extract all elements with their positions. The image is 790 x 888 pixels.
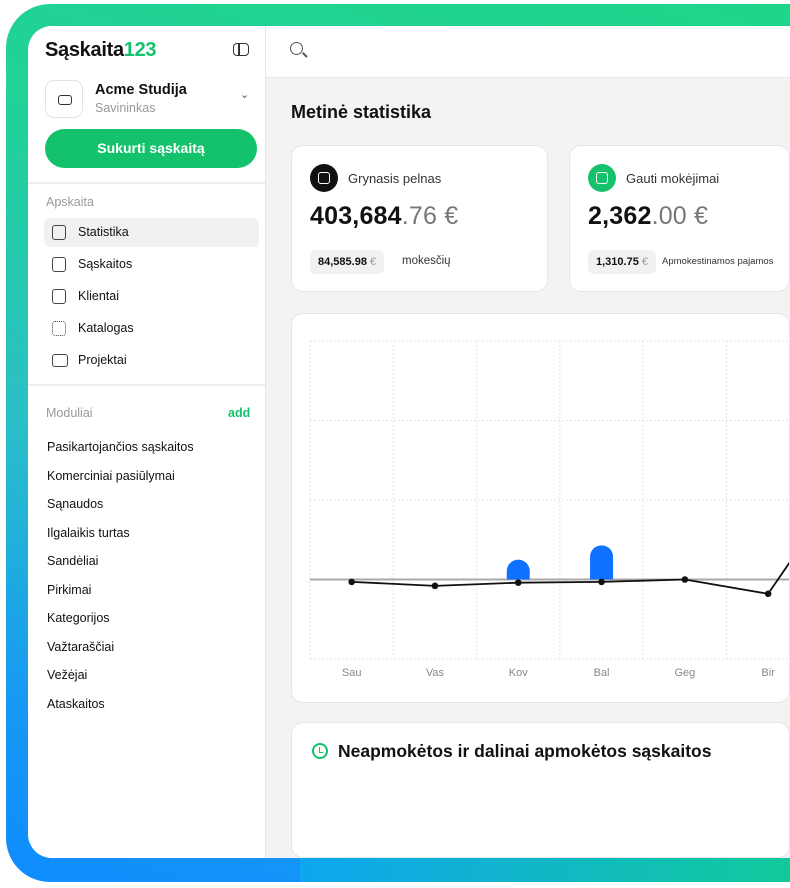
module-link[interactable]: Ataskaitos: [47, 696, 105, 711]
briefcase-icon: [58, 95, 72, 105]
search-icon[interactable]: [290, 42, 303, 55]
folder-icon: [52, 354, 68, 367]
top-bar: [266, 26, 790, 78]
sidebar-item-katalogas[interactable]: Katalogas: [44, 314, 259, 343]
kpi-label: Grynasis pelnas: [348, 171, 442, 186]
sidebar-item-label: Projektai: [78, 353, 127, 367]
line-point-Vas: [431, 582, 439, 590]
kpi-note: Apmokestinamos pajamos: [662, 256, 774, 267]
module-link[interactable]: Vežėjai: [47, 668, 88, 682]
bar-chart-icon: [52, 225, 66, 240]
unpaid-invoices-card: Neapmokėtos ir dalinai apmokėtos sąskait…: [291, 722, 790, 858]
module-link[interactable]: Sandėliai: [47, 554, 99, 568]
logo[interactable]: Sąskaita123: [45, 39, 157, 62]
contact-icon: [52, 289, 66, 304]
sidebar-item-klientai[interactable]: Klientai: [44, 282, 259, 311]
line-point-Sau: [348, 578, 355, 586]
kpi-note: mokesčių: [402, 255, 451, 267]
sidebar-item-label: Sąskaitos: [78, 257, 133, 271]
kpi-label: Gauti mokėjimai: [626, 171, 720, 186]
kpi-value: 403,684.76 €: [310, 202, 459, 230]
sidebar-toggle-icon[interactable]: [233, 43, 249, 56]
kpi-pill: 1,310.75 €: [588, 250, 657, 274]
module-link[interactable]: Ilgalaikis turtas: [47, 525, 130, 540]
bar-Kov: [506, 559, 530, 580]
kpi-pill: 84,585.98 €: [310, 250, 385, 274]
module-link[interactable]: Kategorijos: [47, 611, 110, 625]
unpaid-invoices-title: Neapmokėtos ir dalinai apmokėtos sąskait…: [338, 741, 712, 761]
sidebar-item-label: Klientai: [78, 289, 119, 303]
sidebar-item-saskaitos[interactable]: Sąskaitos: [44, 250, 259, 279]
create-invoice-button[interactable]: Sukurti sąskaitą: [45, 129, 257, 168]
bar-Bal: [590, 545, 614, 580]
org-avatar: [45, 80, 83, 118]
page-title: Metinė statistika: [291, 102, 432, 122]
x-tick-label: Bir: [761, 667, 775, 679]
line-point-Kov: [514, 579, 522, 586]
section-label-accounting: Apskaita: [46, 195, 94, 209]
org-name: Acme Studija: [95, 82, 187, 98]
document-icon: [52, 257, 66, 272]
line-point-Bir: [764, 590, 772, 598]
annual-chart: Sau Vas Kov Bal Geg Bir: [309, 340, 789, 679]
line-point-Geg: [681, 576, 689, 583]
org-switcher[interactable]: Acme Studija Savininkas ⌄: [45, 80, 255, 120]
clock-icon: [312, 743, 328, 759]
kpi-card-net-profit: Grynasis pelnas 403,684.76 € 84,585.98 €…: [291, 145, 548, 292]
x-tick-label: Kov: [509, 667, 528, 679]
divider: [28, 182, 265, 184]
x-tick-label: Sau: [342, 667, 362, 679]
app-window: Sąskaita123 Acme Studija Savininkas ⌄ Su…: [28, 26, 790, 858]
x-tick-label: Bal: [594, 667, 610, 679]
sidebar-item-projektai[interactable]: Projektai: [44, 346, 259, 375]
module-link[interactable]: Sąnaudos: [47, 497, 104, 511]
sidebar-item-label: Katalogas: [78, 321, 134, 335]
divider: [28, 384, 265, 386]
sidebar: Sąskaita123 Acme Studija Savininkas ⌄ Su…: [28, 26, 266, 858]
logo-suffix: 123: [123, 39, 157, 61]
logo-text: Sąskaita: [45, 39, 124, 61]
line-series: [351, 561, 789, 595]
sidebar-item-statistika[interactable]: Statistika: [44, 218, 259, 247]
line-point-Bal: [598, 578, 605, 586]
check-square-icon: [588, 164, 616, 192]
x-tick-label: Vas: [426, 667, 445, 679]
grid-icon: [52, 321, 66, 336]
module-link[interactable]: Pirkimai: [47, 582, 92, 597]
add-module-link[interactable]: add: [228, 406, 251, 420]
org-role: Savininkas: [95, 101, 156, 115]
chart-card: Sau Vas Kov Bal Geg Bir: [291, 313, 790, 703]
database-icon: [310, 164, 338, 192]
kpi-card-payments: Gauti mokėjimai 2,362.00 € 1,310.75 € Ap…: [569, 145, 790, 292]
sidebar-item-label: Statistika: [78, 225, 129, 239]
section-label-modules: Moduliai: [46, 406, 93, 420]
module-link[interactable]: Pasikartojančios sąskaitos: [47, 440, 194, 454]
module-link[interactable]: Važtaraščiai: [47, 639, 115, 654]
x-tick-label: Geg: [674, 667, 695, 679]
module-link[interactable]: Komerciniai pasiūlymai: [47, 468, 175, 483]
chevron-down-icon: ⌄: [240, 89, 250, 101]
kpi-value: 2,362.00 €: [588, 202, 709, 230]
